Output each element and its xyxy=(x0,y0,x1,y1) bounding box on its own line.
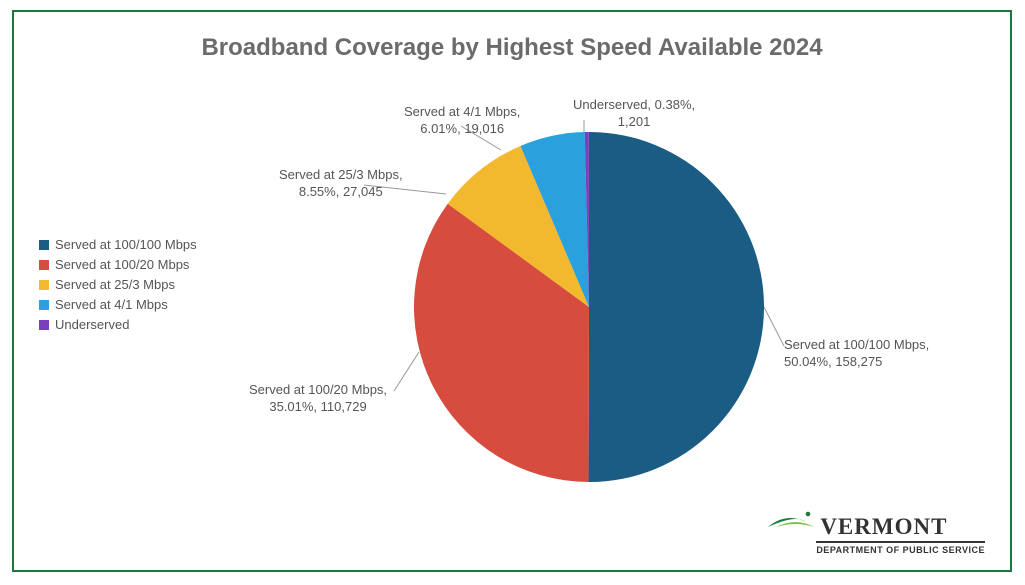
legend: Served at 100/100 Mbps Served at 100/20 M… xyxy=(39,232,197,337)
brand-text: VERMONT xyxy=(820,514,947,540)
pie-chart xyxy=(414,132,764,482)
legend-swatch xyxy=(39,240,49,250)
slice-callout: Served at 100/100 Mbps,50.04%, 158,275 xyxy=(784,337,929,371)
leader-line xyxy=(764,307,784,346)
pie-slice-s100_100 xyxy=(589,132,764,482)
legend-item: Served at 100/100 Mbps xyxy=(39,237,197,252)
footer-logo: VERMONT DEPARTMENT OF PUBLIC SERVICE xyxy=(766,509,985,555)
slice-callout: Served at 25/3 Mbps,8.55%, 27,045 xyxy=(279,167,403,201)
dept-text: DEPARTMENT OF PUBLIC SERVICE xyxy=(816,545,985,555)
legend-label: Served at 4/1 Mbps xyxy=(55,297,168,312)
legend-label: Served at 25/3 Mbps xyxy=(55,277,175,292)
legend-label: Served at 100/100 Mbps xyxy=(55,237,197,252)
legend-label: Underserved xyxy=(55,317,129,332)
legend-swatch xyxy=(39,280,49,290)
legend-item: Served at 100/20 Mbps xyxy=(39,257,197,272)
legend-swatch xyxy=(39,300,49,310)
legend-swatch xyxy=(39,260,49,270)
slice-callout: Served at 100/20 Mbps,35.01%, 110,729 xyxy=(249,382,387,416)
slice-callout: Underserved, 0.38%,1,201 xyxy=(573,97,695,131)
legend-item: Served at 4/1 Mbps xyxy=(39,297,197,312)
legend-swatch xyxy=(39,320,49,330)
legend-item: Served at 25/3 Mbps xyxy=(39,277,197,292)
chart-title: Broadband Coverage by Highest Speed Avai… xyxy=(14,34,1010,62)
chart-frame: Broadband Coverage by Highest Speed Avai… xyxy=(12,10,1012,572)
legend-label: Served at 100/20 Mbps xyxy=(55,257,189,272)
legend-item: Underserved xyxy=(39,317,197,332)
